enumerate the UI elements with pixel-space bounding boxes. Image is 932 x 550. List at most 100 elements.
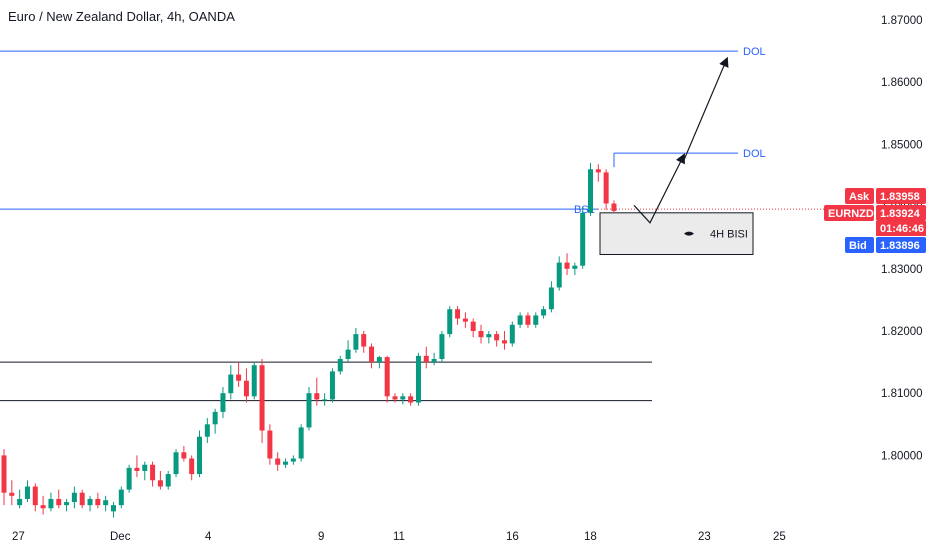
candle-body bbox=[306, 393, 312, 428]
y-tick-label: 1.81000 bbox=[881, 388, 923, 400]
bisi-zone-label: 4H BISI bbox=[710, 229, 748, 241]
candle bbox=[243, 368, 249, 403]
candle-body bbox=[243, 380, 249, 397]
candle bbox=[548, 281, 554, 313]
candle bbox=[24, 480, 30, 503]
candle bbox=[501, 331, 507, 350]
candle bbox=[322, 393, 328, 406]
candle bbox=[306, 386, 312, 431]
candle bbox=[337, 355, 343, 375]
candle-body bbox=[283, 461, 289, 465]
candle bbox=[134, 455, 140, 478]
time-axis: 27 Dec 4 9 11 16 18 23 25 bbox=[12, 531, 786, 543]
candle bbox=[423, 346, 429, 369]
candle-body bbox=[17, 498, 23, 506]
candle bbox=[486, 331, 492, 344]
ask-tag-value: 1.83958 bbox=[880, 191, 920, 203]
candle-body bbox=[71, 492, 77, 503]
candle bbox=[345, 340, 351, 363]
candle-body bbox=[345, 349, 351, 359]
candle-body bbox=[423, 355, 429, 363]
candle-body bbox=[118, 489, 124, 506]
ask-tag-value-bg bbox=[876, 188, 926, 204]
candle bbox=[525, 312, 531, 328]
candle bbox=[236, 362, 242, 387]
candle-body bbox=[251, 365, 257, 397]
candle-body bbox=[541, 309, 547, 316]
candle bbox=[1, 449, 7, 506]
candle-body bbox=[447, 309, 453, 335]
candle bbox=[228, 365, 234, 400]
candle bbox=[56, 489, 62, 509]
candle-body bbox=[595, 169, 601, 173]
candle bbox=[64, 498, 70, 512]
candle bbox=[580, 206, 586, 269]
candle bbox=[400, 393, 406, 405]
candle bbox=[478, 324, 484, 344]
candle-body bbox=[564, 262, 570, 269]
candle-body bbox=[486, 334, 492, 338]
bid-tag: Bid 1.83896 bbox=[845, 237, 926, 253]
bid-tag-value: 1.83896 bbox=[880, 240, 920, 252]
candle-body bbox=[212, 411, 218, 425]
candle-body bbox=[40, 505, 46, 509]
bid-tag-label: Bid bbox=[849, 240, 867, 252]
candle-body bbox=[134, 467, 140, 471]
candle-body bbox=[361, 334, 367, 347]
candle-body bbox=[431, 358, 437, 363]
candle bbox=[110, 502, 116, 518]
candle-body bbox=[189, 458, 195, 475]
candles bbox=[1, 163, 617, 518]
candle-body bbox=[415, 355, 421, 403]
ask-tag-label-bg bbox=[845, 188, 874, 204]
candle-body bbox=[455, 309, 461, 319]
candle bbox=[588, 163, 593, 216]
candle-body bbox=[588, 169, 593, 213]
candle bbox=[283, 458, 289, 468]
candle bbox=[533, 312, 539, 328]
candle-body bbox=[329, 371, 335, 400]
candle-body bbox=[494, 334, 500, 341]
candle bbox=[298, 424, 304, 462]
candle-body bbox=[275, 458, 281, 465]
candle-body bbox=[369, 346, 375, 363]
x-tick-label: 9 bbox=[318, 531, 324, 543]
level-label-dol: DOL bbox=[743, 46, 766, 58]
last-price-tag-value: 1.83924 bbox=[880, 208, 921, 220]
candle-body bbox=[267, 430, 273, 459]
candle-body bbox=[87, 498, 93, 506]
candle bbox=[314, 377, 320, 406]
candle-body bbox=[173, 452, 179, 475]
candle bbox=[95, 492, 101, 509]
x-tick-label: 27 bbox=[12, 531, 25, 543]
candle bbox=[369, 343, 375, 369]
candle bbox=[48, 492, 54, 512]
candle bbox=[165, 470, 171, 490]
candle-body bbox=[79, 492, 85, 506]
candle bbox=[204, 418, 210, 443]
candle-body bbox=[509, 324, 515, 344]
candle-body bbox=[470, 321, 476, 331]
candle bbox=[189, 455, 195, 481]
candle bbox=[126, 464, 132, 493]
candle bbox=[32, 483, 38, 512]
y-tick-label: 1.80000 bbox=[881, 450, 923, 462]
candle bbox=[103, 495, 109, 512]
x-tick-label: 4 bbox=[205, 531, 212, 543]
x-tick-label: 16 bbox=[506, 531, 519, 543]
candle bbox=[408, 393, 414, 406]
candle bbox=[251, 362, 257, 400]
bid-tag-value-bg bbox=[876, 237, 926, 253]
candle bbox=[384, 355, 390, 403]
y-tick-label: 1.86000 bbox=[881, 77, 923, 89]
candle-body bbox=[384, 357, 390, 397]
candle-body bbox=[533, 315, 539, 325]
countdown-bg bbox=[876, 221, 926, 236]
candle bbox=[329, 368, 335, 403]
x-tick-label: 25 bbox=[773, 531, 786, 543]
candle-body bbox=[400, 396, 406, 400]
candle-body bbox=[110, 505, 116, 512]
candle bbox=[517, 312, 523, 328]
candle bbox=[181, 446, 187, 462]
